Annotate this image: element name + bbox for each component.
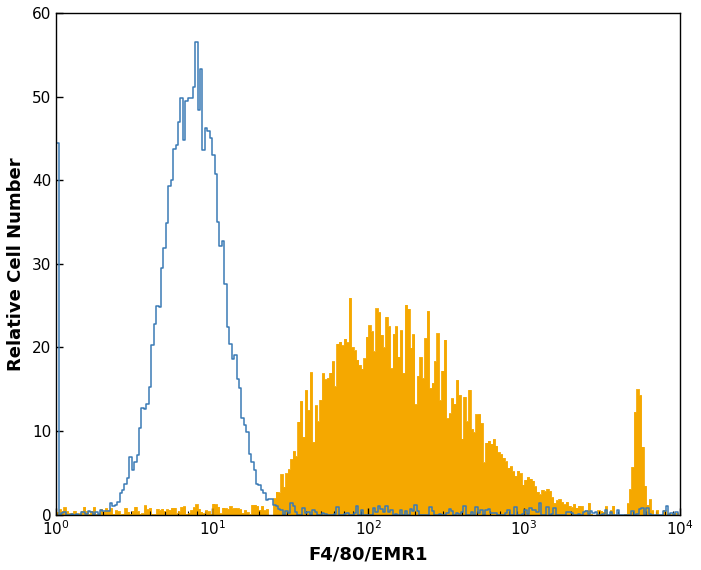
Y-axis label: Relative Cell Number: Relative Cell Number — [7, 157, 25, 370]
X-axis label: F4/80/EMR1: F4/80/EMR1 — [308, 545, 428, 563]
